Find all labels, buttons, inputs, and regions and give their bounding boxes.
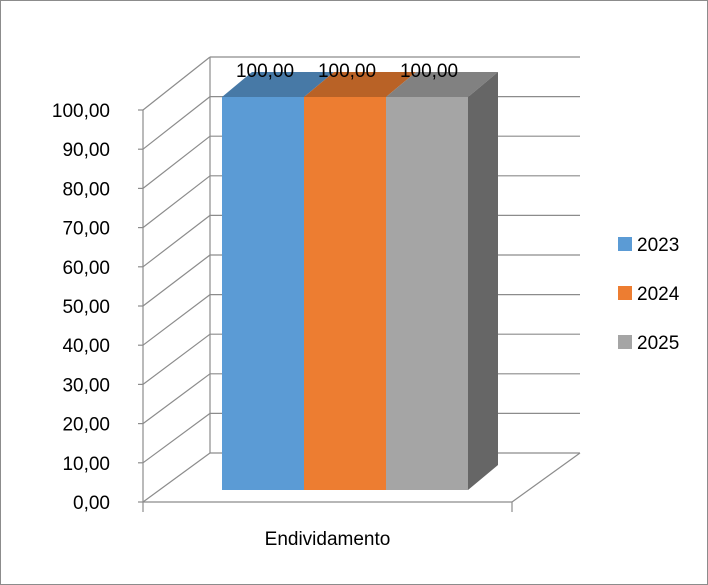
- y-tick-label: 40,00: [62, 336, 110, 357]
- legend-swatch-2023: [618, 237, 632, 251]
- legend-item-2025: 2025: [618, 333, 679, 354]
- bar-front-2025: [386, 97, 468, 490]
- y-tick-label: 0,00: [73, 493, 110, 514]
- x-axis-categories: Endividamento: [265, 529, 391, 550]
- gridline-side: [142, 135, 211, 189]
- legend-label-2024: 2024: [637, 284, 680, 305]
- data-label-2024: 100,00: [318, 61, 376, 82]
- legend-item-2023: 2023: [618, 235, 679, 256]
- gridline-side: [142, 412, 211, 464]
- bar-side-2025: [468, 72, 498, 490]
- y-tick-label: 30,00: [62, 375, 110, 396]
- bar-top-2025: [386, 72, 498, 97]
- y-tick-label: 60,00: [62, 258, 110, 279]
- gridline-side: [142, 294, 211, 346]
- bar-2023: [222, 72, 334, 490]
- y-tick-label: 10,00: [62, 454, 110, 475]
- bar-top-2024: [304, 72, 416, 97]
- bar-2024: [304, 72, 416, 490]
- bar-top-2023: [222, 72, 334, 97]
- bar-2025: [386, 72, 498, 490]
- legend-label-2025: 2025: [637, 333, 679, 354]
- floor-right-edge: [511, 452, 581, 503]
- gridline-side: [142, 333, 211, 385]
- legend: 2023 2024 2025: [618, 235, 680, 354]
- y-tick-label: 90,00: [62, 140, 110, 161]
- data-label-2025: 100,00: [400, 61, 458, 82]
- gridline-side: [142, 452, 211, 503]
- gridline-side: [142, 214, 211, 268]
- legend-swatch-2024: [618, 286, 632, 300]
- y-tick-label: 70,00: [62, 219, 110, 240]
- y-tick-label: 20,00: [62, 415, 110, 436]
- data-label-2023: 100,00: [236, 61, 294, 82]
- data-labels: 100,00 100,00 100,00: [236, 61, 458, 82]
- legend-item-2024: 2024: [618, 284, 680, 305]
- legend-swatch-2025: [618, 335, 632, 349]
- bar-front-2023: [222, 97, 304, 490]
- gridline-side: [142, 96, 211, 150]
- gridline-side: [142, 373, 211, 425]
- legend-label-2023: 2023: [637, 235, 679, 256]
- gridline-side: [142, 56, 211, 111]
- y-tick-label: 80,00: [62, 179, 110, 200]
- gridline-side: [142, 254, 211, 307]
- y-tick-label: 50,00: [62, 297, 110, 318]
- y-axis-ticks: 0,00 10,00 20,00 30,00 40,00 50,00 60,00 70,00 8…: [52, 101, 110, 514]
- y-tick-label: 100,00: [52, 101, 110, 122]
- bars: [222, 72, 498, 490]
- category-label: Endividamento: [265, 529, 391, 550]
- bar-front-2024: [304, 97, 386, 490]
- gridline-side: [142, 175, 211, 229]
